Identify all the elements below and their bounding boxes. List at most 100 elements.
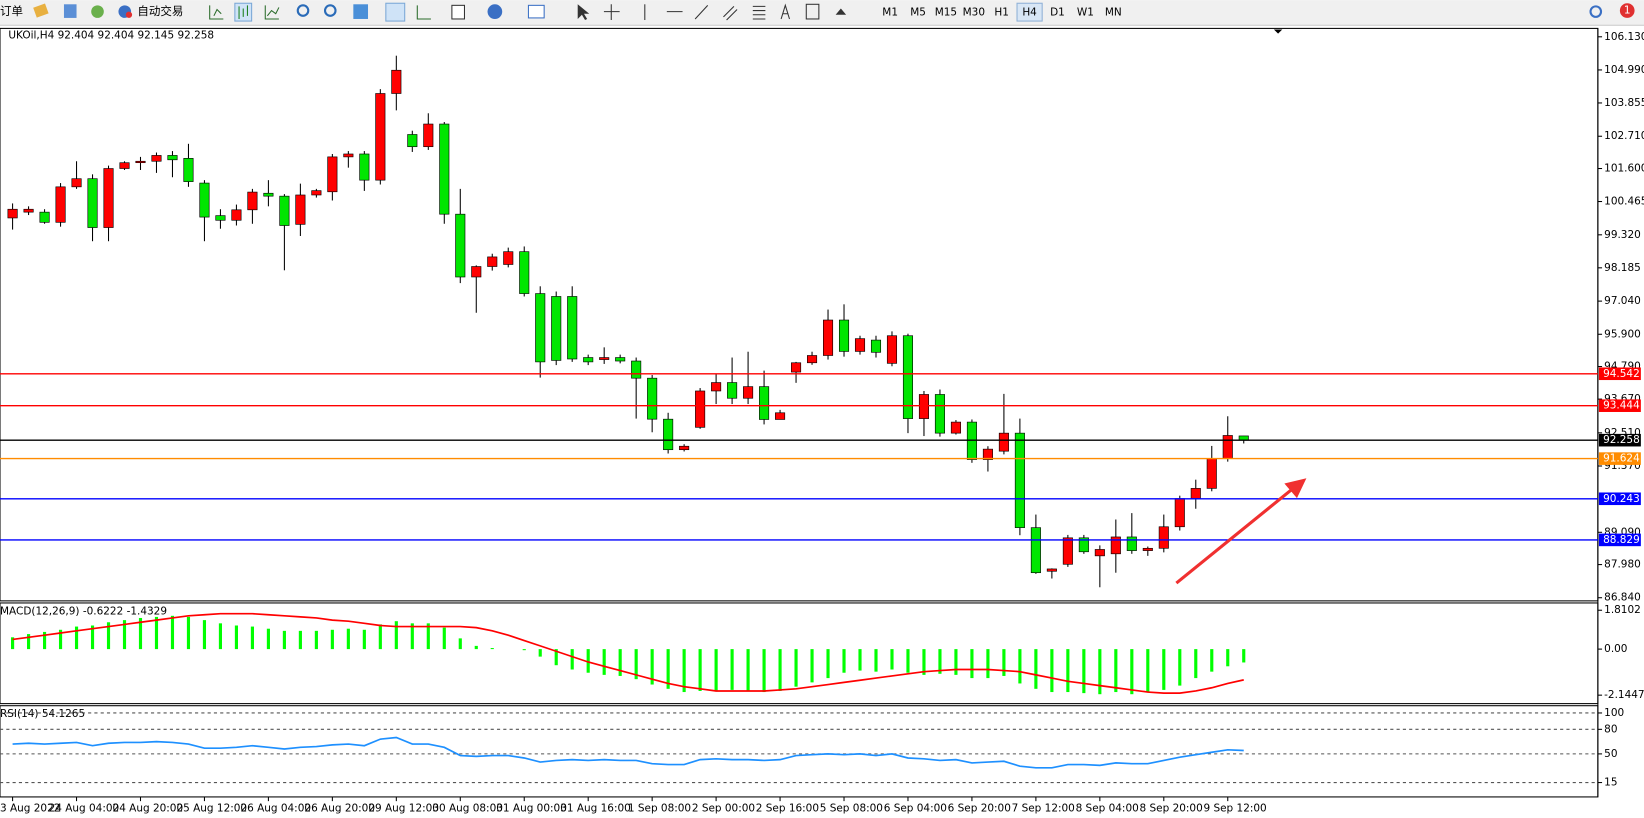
notification-badge[interactable]	[1619, 3, 1635, 18]
zoom-in-button[interactable]	[296, 4, 310, 17]
candle-body	[1078, 537, 1089, 553]
templates-button[interactable]	[527, 4, 545, 19]
candle-body	[487, 256, 498, 267]
candle-body	[103, 168, 114, 228]
notification-count: 1	[1624, 5, 1631, 17]
search-button[interactable]	[1589, 5, 1603, 18]
y-tick-label: 50	[1604, 748, 1617, 760]
y-tick-label: 15	[1604, 777, 1617, 789]
y-tick-label: 103.855	[1604, 97, 1644, 109]
cursor-button[interactable]	[577, 4, 590, 21]
candle-body	[23, 208, 34, 213]
timeframe-button[interactable]: H1	[994, 7, 1009, 19]
candle-body	[359, 153, 370, 181]
candle-body	[535, 293, 546, 363]
arrows-button[interactable]	[835, 8, 847, 15]
tile-button[interactable]	[353, 4, 369, 19]
candle-body	[375, 93, 386, 181]
candle-body	[679, 445, 690, 451]
candle-body	[934, 394, 945, 434]
text-button[interactable]	[780, 3, 790, 20]
timeframe-button[interactable]: H4	[1022, 7, 1037, 19]
candle-body	[1158, 526, 1169, 549]
chart-title: UKOil,H4 92.404 92.404 92.145 92.258	[8, 30, 214, 42]
crosshair-button[interactable]	[603, 4, 620, 21]
timeframe-button[interactable]: M1	[882, 7, 898, 19]
fibo-button[interactable]	[752, 5, 766, 20]
candle-body	[838, 319, 850, 352]
macd-signal	[12, 612, 1244, 694]
timeframe-button[interactable]: MN	[1105, 7, 1122, 19]
x-tick-label: 26 Aug 04:00	[240, 802, 311, 814]
price-level-tag	[1598, 533, 1641, 547]
indicator-label: MACD(12,26,9) -0.6222 -1.4329	[0, 605, 167, 617]
candle-body	[743, 386, 754, 399]
channel-button[interactable]	[723, 6, 738, 21]
y-tick-label: 106.130	[1604, 31, 1644, 43]
price-level-label: 92.258	[1603, 434, 1640, 446]
x-tick-label: 25 Aug 12:00	[176, 802, 247, 814]
candle-body	[135, 160, 146, 164]
timeframe-button[interactable]: M30	[963, 7, 985, 19]
indicators-button[interactable]	[451, 4, 465, 20]
x-tick-label: 2 Sep 00:00	[692, 802, 755, 814]
candle-body	[599, 357, 610, 360]
price-level-label: 90.243	[1603, 493, 1640, 505]
x-tick-label: 6 Sep 20:00	[948, 802, 1011, 814]
candle-body	[343, 153, 354, 158]
timeframe-button[interactable]: D1	[1050, 7, 1065, 19]
periods-button[interactable]	[487, 4, 503, 19]
price-level-label: 93.444	[1603, 400, 1640, 412]
candle-body	[1030, 527, 1041, 574]
x-tick-label: 3 Aug 2022	[0, 802, 60, 814]
y-tick-label: 102.710	[1604, 130, 1644, 142]
icon[interactable]	[91, 5, 104, 18]
y-tick-label: 97.040	[1604, 295, 1641, 307]
timeframes: M1 M5 M15 M30 H1 H4 D1 W1 MN	[882, 2, 1122, 22]
annotation-arrowhead	[1284, 478, 1307, 499]
timeframe-button[interactable]: W1	[1077, 7, 1094, 19]
label-button[interactable]	[805, 3, 820, 20]
y-tick-label: 87.980	[1604, 559, 1641, 571]
icon	[238, 5, 248, 19]
y-tick-label: 1.8102	[1604, 604, 1641, 616]
order-button[interactable]: 订单	[0, 4, 23, 18]
candle-body	[199, 182, 210, 218]
candle-body	[567, 296, 578, 360]
line-chart-button[interactable]	[264, 5, 280, 20]
plot: 106.130 104.990 103.855 102.710 101.600 100.4…	[0, 27, 1644, 814]
timeframe-button[interactable]: M15	[935, 7, 957, 19]
price-level-tag	[1598, 452, 1641, 465]
candle-body	[295, 194, 306, 225]
x-tick-label: 9 Sep 12:00	[1203, 802, 1266, 814]
annotation-arrow	[1175, 487, 1294, 585]
zoom-out-button[interactable]	[323, 4, 337, 17]
x-tick-label: 2 Sep 16:00	[756, 802, 819, 814]
candle-body	[215, 215, 226, 221]
candle-body	[311, 190, 322, 196]
shift-button[interactable]	[416, 5, 431, 20]
candle-body	[71, 178, 82, 188]
y-tick-label: -2.1447	[1604, 689, 1644, 701]
trendline-button[interactable]	[694, 4, 709, 20]
icon[interactable]	[33, 3, 49, 18]
candle-body	[982, 448, 993, 460]
x-tick-label: 29 Aug 12:00	[368, 802, 439, 814]
bar-chart-button[interactable]	[209, 5, 224, 20]
y-tick-label: 0.00	[1604, 643, 1627, 655]
timeframe-button[interactable]: M5	[910, 7, 926, 19]
autotrade-button[interactable]: 自动交易	[137, 4, 183, 18]
icon[interactable]	[63, 4, 77, 18]
candle-body	[998, 432, 1009, 452]
autoscroll-button[interactable]	[385, 2, 406, 22]
y-tick-label: 101.600	[1604, 163, 1644, 175]
x-tick-label: 24 Aug 04:00	[49, 802, 120, 814]
active-timeframe	[1016, 2, 1043, 22]
candle-body	[503, 251, 514, 265]
candle-body	[39, 211, 50, 223]
candle-body	[1046, 568, 1057, 572]
shift-marker	[1273, 29, 1283, 34]
